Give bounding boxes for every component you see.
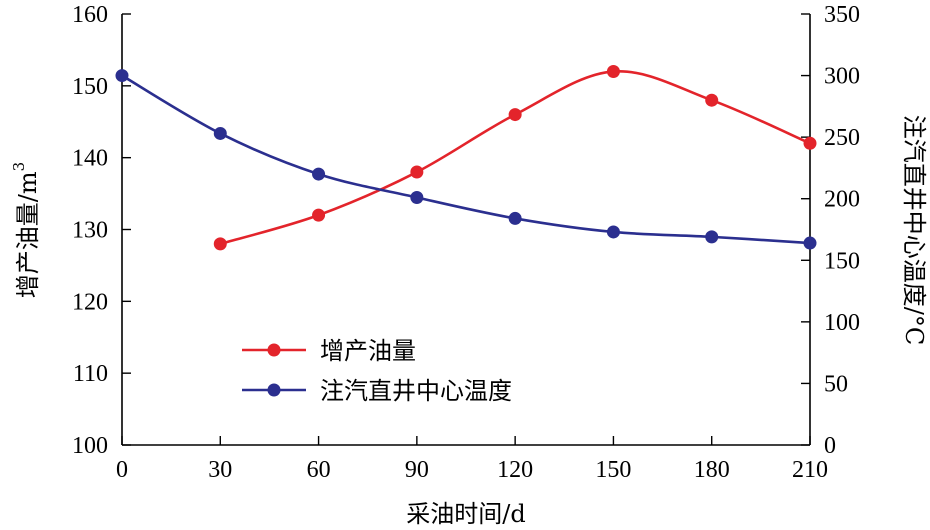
series-0-point [410,165,424,179]
series-0-point [508,108,522,122]
left-y-tick-label: 160 [72,2,108,28]
right-y-tick-label: 50 [824,371,848,397]
x-tick-label: 30 [208,457,232,483]
legend-label: 注汽直井中心温度 [320,377,512,405]
left-y-axis-title-superscript: 3 [10,162,28,172]
right-y-tick-label: 150 [824,248,860,274]
left-y-tick-label: 110 [73,361,108,387]
series-1-point [213,126,227,140]
right-y-tick-label: 100 [824,310,860,336]
series-0-point [803,136,817,150]
left-y-tick-label: 140 [72,146,108,172]
x-tick-label: 90 [405,457,429,483]
x-tick-label: 60 [307,457,331,483]
series-0-point [606,64,620,78]
right-y-axis-title: 注汽直井中心温度/°C [900,115,928,345]
left-y-tick-label: 130 [72,218,108,244]
right-y-tick-label: 300 [824,64,860,90]
legend-swatch-marker [267,383,281,397]
series-1-point [115,69,129,83]
series-0-point [213,237,227,251]
left-y-axis-title-text: 增产油量/m [14,171,42,298]
right-y-tick-label: 200 [824,187,860,213]
left-y-tick-label: 100 [72,433,108,459]
series-1-point [705,230,719,244]
right-y-tick-label: 350 [824,2,860,28]
left-y-axis-title: 增产油量/m3 [10,162,42,298]
x-tick-label: 150 [595,457,631,483]
x-tick-label: 0 [116,457,128,483]
x-tick-label: 120 [497,457,533,483]
axes: 0 30 60 90 120 150 180 210 100 110 120 130 140 150 160… [72,2,860,483]
series-layer [115,64,817,251]
right-y-tick-label: 250 [824,125,860,151]
x-axis-title: 采油时间/d [406,500,525,528]
series-1-point [606,225,620,239]
series-1-point [508,211,522,225]
series-1-line [121,74,811,245]
x-tick-label: 180 [694,457,730,483]
right-y-tick-label: 0 [824,433,836,459]
series-1-point [410,190,424,204]
left-y-tick-label: 150 [72,74,108,100]
series-1-point [803,236,817,250]
legend-label: 增产油量 [320,337,416,365]
series-1-point [312,167,326,181]
series-0-point [705,93,719,107]
x-tick-label: 210 [792,457,828,483]
series-0-point [312,208,326,222]
left-y-tick-label: 120 [72,289,108,315]
legend-swatch-marker [267,343,281,357]
